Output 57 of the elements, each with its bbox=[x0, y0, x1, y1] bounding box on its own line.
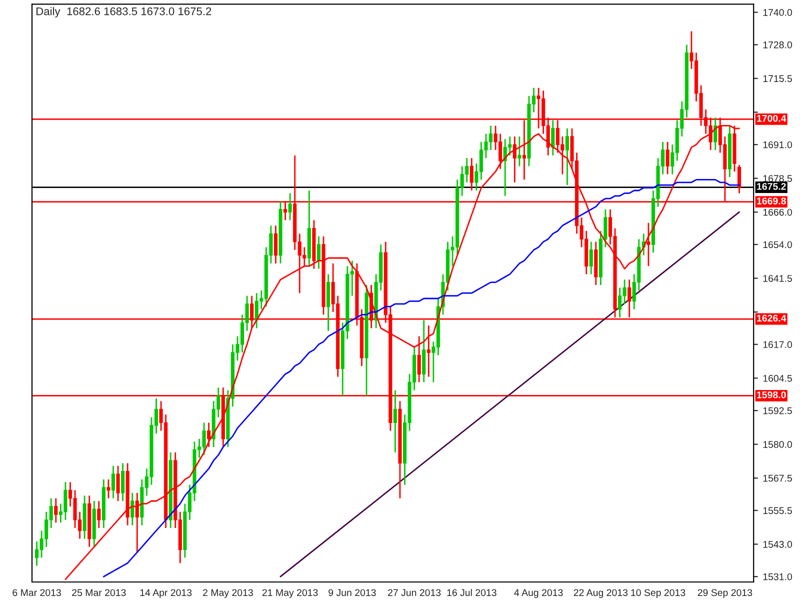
x-tick-label: 14 Apr 2013 bbox=[140, 589, 192, 598]
candlestick bbox=[417, 336, 421, 383]
ref-line-label: 1669.8 bbox=[757, 198, 786, 204]
candlestick bbox=[470, 157, 474, 192]
chart-title: Daily 1682.6 1683.5 1673.0 1675.2 bbox=[36, 7, 212, 18]
y-tick-label: 1567.5 bbox=[763, 474, 792, 482]
candlestick bbox=[106, 478, 110, 499]
x-tick-label: 9 Jun 2013 bbox=[328, 589, 376, 596]
ref-line-label: 1700.4 bbox=[757, 114, 786, 122]
candlestick bbox=[316, 236, 321, 270]
y-tick-label: 1728.0 bbox=[763, 41, 792, 48]
x-tick-label: 2 May 2013 bbox=[203, 589, 253, 598]
x-tick-label: 22 Aug 2013 bbox=[574, 589, 628, 598]
candlestick bbox=[518, 136, 522, 167]
x-tick-label: 29 Sep 2013 bbox=[698, 589, 752, 598]
candlestick bbox=[393, 390, 397, 454]
y-tick-label: 1555.5 bbox=[763, 507, 792, 514]
x-tick-label: 6 Mar 2013 bbox=[12, 589, 61, 596]
candlestick bbox=[565, 128, 570, 186]
x-tick-label: 4 Aug 2013 bbox=[514, 589, 563, 598]
ref-line-label: 1626.4 bbox=[757, 314, 786, 322]
y-tick-label: 1580.0 bbox=[763, 441, 792, 448]
candlestick bbox=[130, 492, 134, 526]
y-tick-label: 1641.5 bbox=[763, 274, 792, 282]
candlestick bbox=[116, 465, 120, 502]
candlestick bbox=[646, 222, 650, 267]
x-tick-label: 27 Jun 2013 bbox=[388, 589, 441, 596]
candlestick bbox=[97, 500, 101, 529]
x-tick-label: 16 Jul 2013 bbox=[447, 588, 496, 596]
candlestick bbox=[121, 462, 125, 502]
candlestick bbox=[274, 224, 278, 264]
candlestick bbox=[54, 498, 58, 524]
candlestick bbox=[589, 241, 593, 275]
y-tick-label: 1617.0 bbox=[763, 341, 792, 348]
candlestick bbox=[551, 120, 555, 156]
candlestick bbox=[737, 164, 742, 194]
y-tick-label: 1604.5 bbox=[763, 374, 792, 382]
candlestick bbox=[207, 422, 211, 448]
y-tick-label: 1691.0 bbox=[763, 141, 792, 148]
candlestick bbox=[666, 141, 670, 175]
y-tick-label: 1715.5 bbox=[763, 75, 792, 82]
candlestick bbox=[111, 465, 116, 499]
candlestick bbox=[288, 192, 292, 221]
candlestick bbox=[604, 208, 608, 248]
ref-line-label: 1598.0 bbox=[757, 391, 786, 398]
y-tick-label: 1666.0 bbox=[763, 208, 792, 216]
y-tick-label: 1740.0 bbox=[763, 9, 792, 16]
x-tick-label: 10 Sep 2013 bbox=[631, 589, 686, 598]
y-tick-label: 1654.0 bbox=[763, 241, 792, 248]
y-tick-label: 1531.0 bbox=[763, 573, 792, 580]
y-tick-label: 1592.5 bbox=[763, 407, 792, 414]
candlestick bbox=[135, 492, 139, 553]
y-tick-label: 1543.0 bbox=[763, 540, 792, 548]
x-tick-label: 25 Mar 2013 bbox=[72, 589, 126, 596]
candlestick bbox=[426, 324, 430, 378]
ref-line-label: 1675.2 bbox=[757, 182, 786, 190]
x-tick-label: 21 May 2013 bbox=[262, 589, 318, 598]
